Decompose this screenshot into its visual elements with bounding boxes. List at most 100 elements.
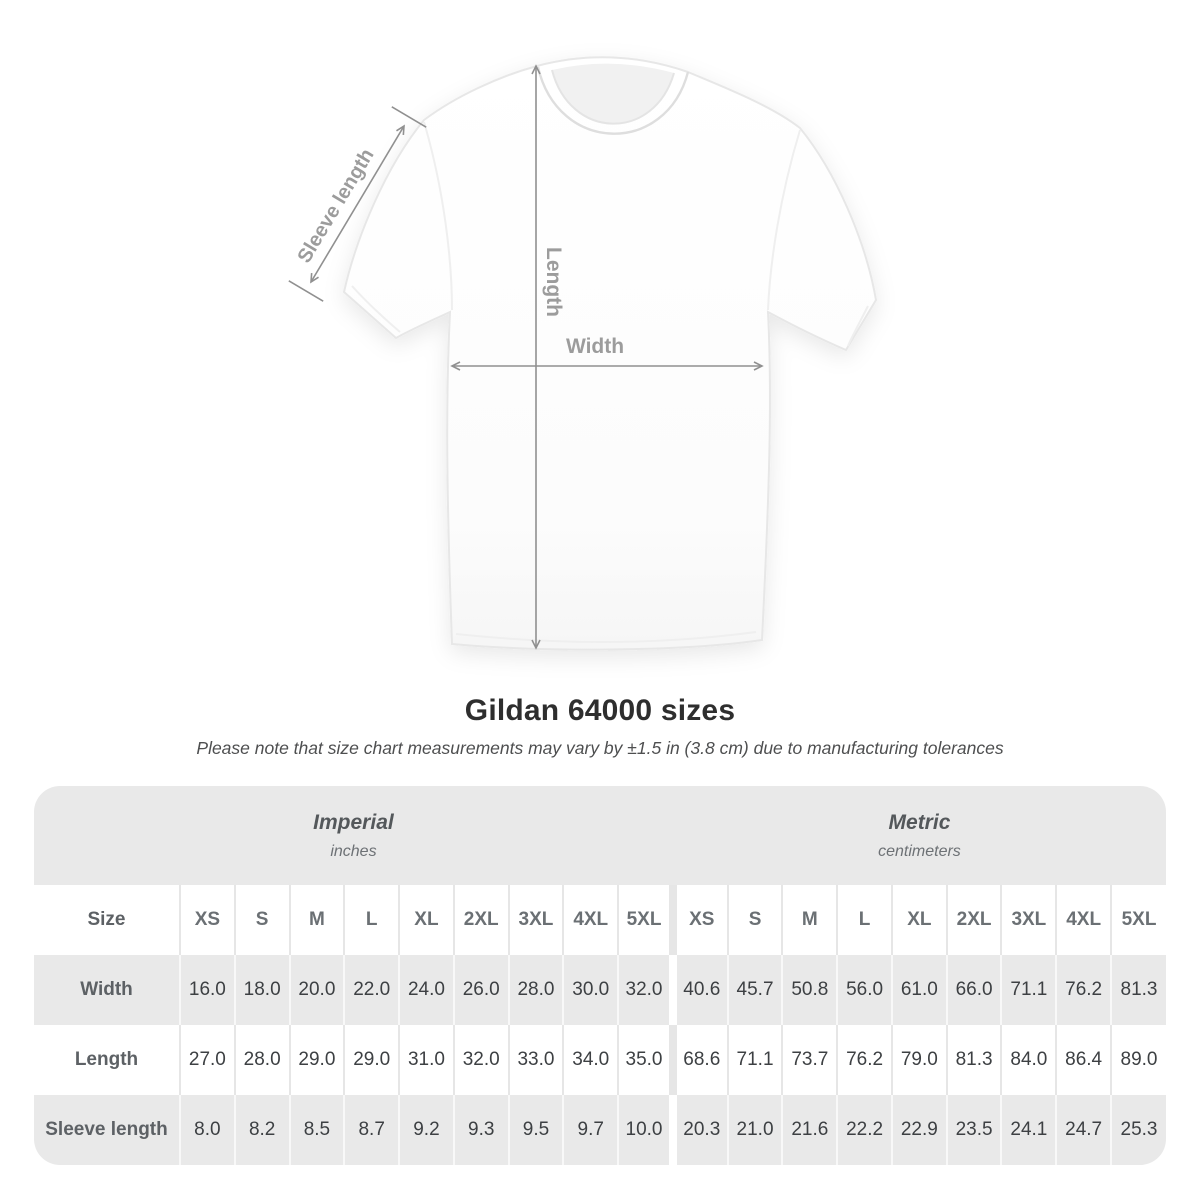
imperial-label: Imperial [313, 810, 394, 834]
table-row-width: Width 16.0 18.0 20.0 22.0 24.0 26.0 28.0… [34, 955, 1166, 1025]
table-cell: 71.1 [726, 1025, 783, 1095]
metric-label: Metric [888, 810, 951, 834]
table-cell: 21.0 [726, 1095, 783, 1165]
size-header-imperial-5xl: 5XL [617, 885, 673, 955]
table-cell: 71.1 [1000, 955, 1057, 1025]
imperial-unit-label: inches [330, 842, 377, 860]
sleeve-length-arrow [310, 124, 405, 284]
table-cell: 30.0 [562, 955, 619, 1025]
table-cell: 29.0 [343, 1025, 400, 1095]
table-cell: 21.6 [781, 1095, 838, 1165]
size-header-metric-l: L [836, 885, 892, 955]
table-cell: 28.0 [233, 1025, 290, 1095]
table-cell: 61.0 [890, 955, 947, 1025]
table-cell: 84.0 [1000, 1025, 1057, 1095]
table-cell: 79.0 [890, 1025, 947, 1095]
table-cell: 81.3 [945, 1025, 1002, 1095]
unit-group-header-row: Imperial inches Metric centimeters [34, 786, 1166, 885]
size-header-metric-s: S [726, 885, 783, 955]
length-label: Length [542, 247, 565, 317]
metric-unit-label: centimeters [878, 842, 961, 860]
sleeve-tick-bottom [288, 280, 324, 302]
table-cell: 33.0 [507, 1025, 564, 1095]
table-cell: 18.0 [233, 955, 290, 1025]
table-row-length: Length 27.0 28.0 29.0 29.0 31.0 32.0 33.… [34, 1025, 1166, 1095]
size-table-container: Imperial inches Metric centimeters Size … [34, 786, 1166, 1165]
table-cell: 66.0 [945, 955, 1002, 1025]
size-header-imperial-3xl: 3XL [507, 885, 564, 955]
table-cell: 34.0 [562, 1025, 619, 1095]
table-cell: 24.7 [1055, 1095, 1112, 1165]
table-cell: 28.0 [507, 955, 564, 1025]
size-header-imperial-xl: XL [398, 885, 454, 955]
size-header-row: Size XS S M L XL 2XL 3XL 4XL 5XL XS S M … [34, 885, 1166, 955]
table-cell: 68.6 [668, 1025, 728, 1095]
page-title: Gildan 64000 sizes [464, 694, 736, 727]
table-cell: 81.3 [1110, 955, 1166, 1025]
table-cell: 25.3 [1110, 1095, 1166, 1165]
collar-opening [552, 63, 674, 124]
size-header-metric-xl: XL [890, 885, 947, 955]
metric-group-header: Metric centimeters [672, 786, 1166, 885]
tshirt-measurement-diagram: Sleeve length Length Width [288, 56, 878, 651]
size-header-metric-3xl: 3XL [1000, 885, 1057, 955]
table-cell: 50.8 [781, 955, 838, 1025]
table-cell: 89.0 [1110, 1025, 1166, 1095]
table-cell: 76.2 [1055, 955, 1112, 1025]
table-cell: 22.9 [890, 1095, 947, 1165]
table-cell: 22.2 [836, 1095, 892, 1165]
table-cell: 23.5 [945, 1095, 1002, 1165]
table-cell: 8.2 [233, 1095, 290, 1165]
imperial-group-header: Imperial inches [34, 786, 673, 885]
row-label-length: Length [34, 1025, 180, 1095]
size-table: Imperial inches Metric centimeters Size … [34, 786, 1166, 1165]
table-cell: 76.2 [836, 1025, 892, 1095]
size-header-metric-2xl: 2XL [945, 885, 1002, 955]
table-cell: 73.7 [781, 1025, 838, 1095]
sleeve-tick-top [391, 106, 427, 128]
table-cell: 45.7 [726, 955, 783, 1025]
size-header-imperial-xs: XS [179, 885, 235, 955]
width-label: Width [566, 335, 624, 358]
table-cell: 16.0 [179, 955, 235, 1025]
table-cell: 8.5 [288, 1095, 345, 1165]
row-label-width: Width [34, 955, 180, 1025]
table-cell: 24.0 [398, 955, 454, 1025]
table-cell: 8.7 [343, 1095, 400, 1165]
table-row-sleeve-length: Sleeve length 8.0 8.2 8.5 8.7 9.2 9.3 9.… [34, 1095, 1166, 1165]
table-cell: 9.2 [398, 1095, 454, 1165]
table-cell: 32.0 [617, 955, 673, 1025]
tolerance-note: Please note that size chart measurements… [196, 738, 1004, 758]
table-cell: 40.6 [668, 955, 728, 1025]
table-cell: 9.3 [452, 1095, 509, 1165]
row-label-sleeve-length: Sleeve length [34, 1095, 180, 1165]
table-cell: 8.0 [179, 1095, 235, 1165]
table-cell: 20.0 [288, 955, 345, 1025]
table-cell: 20.3 [668, 1095, 728, 1165]
size-header-metric-4xl: 4XL [1055, 885, 1112, 955]
size-header-imperial-s: S [233, 885, 290, 955]
table-cell: 29.0 [288, 1025, 345, 1095]
table-cell: 56.0 [836, 955, 892, 1025]
table-cell: 9.5 [507, 1095, 564, 1165]
table-cell: 26.0 [452, 955, 509, 1025]
size-header-imperial-m: M [288, 885, 345, 955]
size-header-imperial-2xl: 2XL [452, 885, 509, 955]
table-cell: 86.4 [1055, 1025, 1112, 1095]
size-header-metric-m: M [781, 885, 838, 955]
size-header-imperial-4xl: 4XL [562, 885, 619, 955]
table-cell: 32.0 [452, 1025, 509, 1095]
size-header-imperial-l: L [343, 885, 400, 955]
table-cell: 24.1 [1000, 1095, 1057, 1165]
table-cell: 22.0 [343, 955, 400, 1025]
table-cell: 10.0 [617, 1095, 673, 1165]
table-cell: 35.0 [617, 1025, 673, 1095]
size-header-metric-xs: XS [668, 885, 728, 955]
tshirt-shape [342, 56, 878, 651]
measurement-lines [288, 64, 764, 650]
table-cell: 31.0 [398, 1025, 454, 1095]
size-header-metric-5xl: 5XL [1110, 885, 1166, 955]
size-column-header: Size [34, 885, 180, 955]
table-cell: 27.0 [179, 1025, 235, 1095]
tshirt-illustration: Sleeve length Length Width [288, 56, 878, 651]
